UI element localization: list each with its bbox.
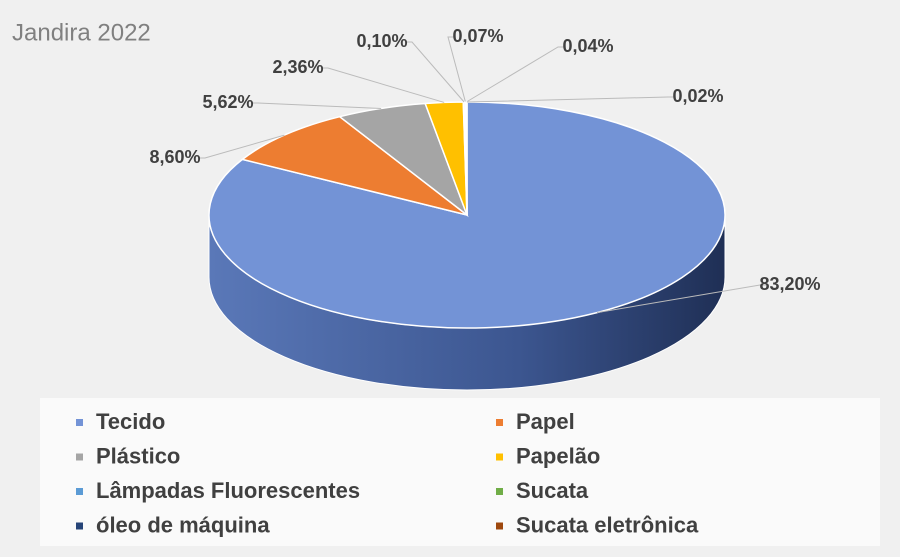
leader-line	[466, 96, 674, 103]
leader-line	[447, 36, 466, 103]
legend-label: Lâmpadas Fluorescentes	[96, 478, 360, 503]
chart-title: Jandira 2022	[12, 19, 151, 46]
legend-label: Plástico	[96, 443, 180, 468]
legend-label: Papelão	[516, 443, 600, 468]
legend-box	[40, 398, 880, 546]
data-label: 0,04%	[562, 36, 613, 56]
legend-label: Tecido	[96, 409, 165, 434]
data-label: 83,20%	[759, 274, 820, 294]
legend-swatch	[76, 488, 83, 495]
legend-swatch	[496, 488, 503, 495]
data-label: 2,36%	[272, 57, 323, 77]
data-label: 8,60%	[149, 147, 200, 167]
data-label: 0,07%	[452, 26, 503, 46]
legend-swatch	[496, 522, 503, 530]
data-label: 5,62%	[202, 92, 253, 112]
data-label: 0,02%	[672, 86, 723, 106]
legend-label: Sucata eletrônica	[516, 512, 699, 537]
legend-swatch	[76, 419, 83, 426]
legend-label: óleo de máquina	[96, 512, 270, 537]
leader-line	[466, 46, 564, 103]
pie-slice	[240, 115, 468, 216]
leader-line	[406, 41, 465, 103]
legend-label: Papel	[516, 409, 575, 434]
leader-line	[322, 67, 445, 103]
legend-swatch	[76, 453, 83, 461]
leader-line	[252, 102, 382, 109]
legend-label: Sucata	[516, 478, 589, 503]
legend-swatch	[496, 419, 503, 426]
legend-swatch	[76, 522, 83, 530]
legend-swatch	[496, 453, 503, 461]
leader-line	[199, 134, 285, 159]
leader-line	[596, 284, 766, 314]
data-label: 0,10%	[356, 31, 407, 51]
pie-slice	[208, 101, 726, 329]
